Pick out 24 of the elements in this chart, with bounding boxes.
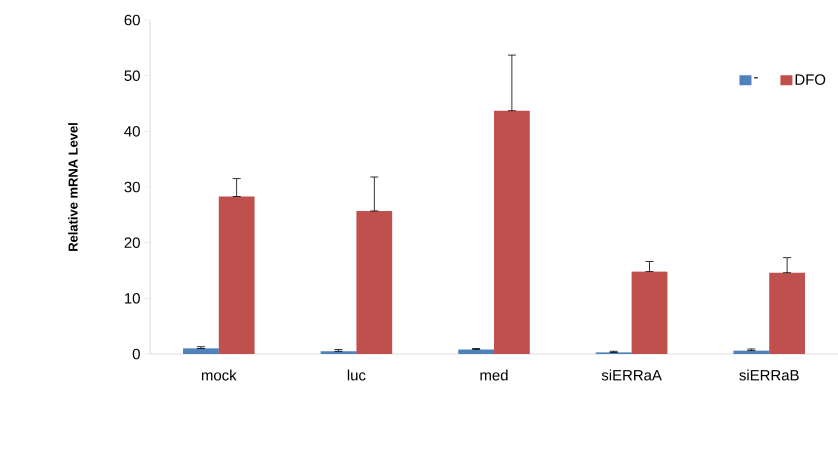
y-tick-label: 30 bbox=[124, 182, 140, 192]
bar bbox=[733, 350, 770, 354]
y-axis-title: Relative mRNA Level bbox=[68, 123, 78, 251]
x-tick-label: mock bbox=[202, 370, 237, 380]
bar bbox=[458, 350, 494, 354]
y-tick-label: 0 bbox=[132, 348, 140, 360]
x-tick-label: siERRaA bbox=[602, 370, 662, 380]
x-tick-label: siERRaB bbox=[739, 370, 799, 380]
bar bbox=[632, 272, 668, 354]
x-tick-label: med bbox=[480, 370, 508, 380]
y-tick-label: 50 bbox=[124, 70, 140, 81]
y-tick-label: 40 bbox=[124, 126, 140, 137]
bar bbox=[769, 272, 805, 354]
legend-label: - bbox=[754, 77, 758, 78]
bar bbox=[218, 196, 255, 354]
bar bbox=[356, 210, 392, 354]
y-tick-label: 10 bbox=[125, 293, 140, 304]
x-tick-label: luc bbox=[348, 370, 366, 380]
y-tick-label: 20 bbox=[124, 237, 140, 248]
bar bbox=[320, 351, 356, 354]
bar bbox=[183, 348, 219, 354]
y-tick-label: 60 bbox=[124, 14, 140, 26]
bar bbox=[494, 110, 530, 354]
legend-label: DFO bbox=[796, 74, 826, 85]
